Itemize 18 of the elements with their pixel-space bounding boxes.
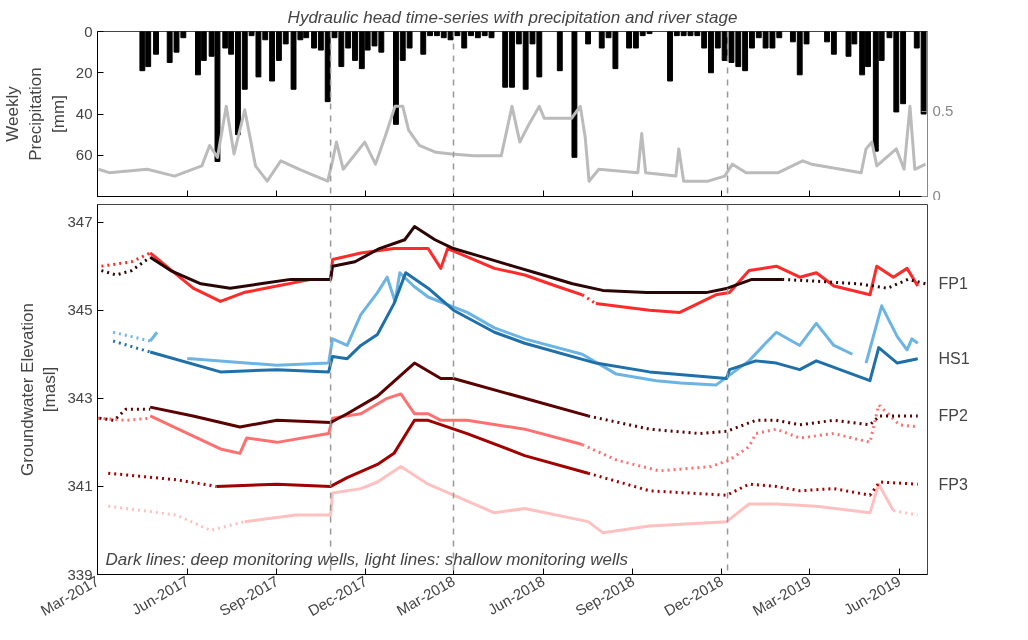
y-axis-title: Weekly Precipitation [mm] bbox=[3, 67, 68, 161]
series-label: FP3 bbox=[938, 475, 968, 493]
series-label: HS1 bbox=[938, 350, 970, 368]
y2-tick-label: 0 bbox=[932, 186, 941, 204]
y-tick-label: 40 bbox=[75, 105, 93, 122]
y-axis-title: Groundwater Elevation [masl] bbox=[17, 303, 60, 476]
y-tick-label: 341 bbox=[67, 477, 93, 495]
y-tick-label: 347 bbox=[67, 213, 93, 231]
y-tick-label: 20 bbox=[75, 63, 93, 81]
chart-title: Hydraulic head time-series with precipitation and river stage bbox=[287, 7, 738, 27]
y-tick-label: 60 bbox=[75, 146, 93, 164]
y2-tick-label: 0.5 bbox=[932, 102, 954, 120]
annotation: Dark lines: deep monitoring wells, light lines: shallow monitoring wells bbox=[105, 549, 629, 569]
y-tick-label: 343 bbox=[67, 389, 93, 407]
y-tick-label: 0 bbox=[84, 22, 93, 40]
y-tick-label: 345 bbox=[67, 301, 93, 319]
series-label: FP1 bbox=[938, 275, 968, 293]
series-label: FP2 bbox=[938, 407, 968, 425]
